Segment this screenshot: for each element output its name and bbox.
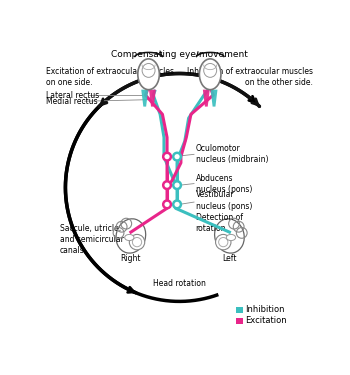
Ellipse shape [204, 63, 217, 77]
Text: Inhibition of extraocular muscles
on the other side.: Inhibition of extraocular muscles on the… [187, 66, 313, 87]
Text: Detection of
rotation: Detection of rotation [196, 213, 243, 233]
Text: Right: Right [121, 255, 141, 264]
Text: Excitation of extraocular muscles
on one side.: Excitation of extraocular muscles on one… [46, 66, 174, 87]
Circle shape [219, 237, 228, 247]
Ellipse shape [138, 59, 159, 90]
Polygon shape [141, 90, 148, 106]
Text: Vestibular
nucleus (pons): Vestibular nucleus (pons) [196, 190, 252, 211]
Circle shape [216, 234, 231, 250]
Text: Inhibition: Inhibition [246, 305, 285, 314]
Polygon shape [211, 90, 217, 106]
Circle shape [173, 153, 181, 160]
Text: Medial rectus: Medial rectus [46, 97, 98, 106]
Circle shape [163, 153, 171, 160]
Circle shape [132, 237, 142, 247]
Text: Saccule, utricle,
and semicircular
canals: Saccule, utricle, and semicircular canal… [60, 224, 124, 255]
Ellipse shape [142, 63, 155, 77]
Ellipse shape [226, 234, 236, 241]
Ellipse shape [215, 219, 244, 253]
Text: Left: Left [222, 255, 237, 264]
Polygon shape [149, 90, 156, 106]
Text: Lateral rectus: Lateral rectus [46, 90, 99, 99]
Text: Excitation: Excitation [246, 316, 287, 325]
Circle shape [173, 181, 181, 189]
Circle shape [163, 181, 171, 189]
Circle shape [130, 234, 145, 250]
Text: Head rotation: Head rotation [153, 279, 206, 288]
Text: Oculomotor
nucleus (midbrain): Oculomotor nucleus (midbrain) [196, 144, 268, 164]
Text: Compensating eye movement: Compensating eye movement [111, 50, 248, 58]
Bar [236, 318, 243, 324]
Circle shape [163, 201, 171, 208]
Ellipse shape [116, 219, 146, 253]
Bar [236, 307, 243, 313]
Polygon shape [203, 90, 210, 106]
Ellipse shape [199, 59, 221, 90]
Ellipse shape [125, 234, 134, 241]
Text: Abducens
nucleus (pons): Abducens nucleus (pons) [196, 174, 252, 194]
Circle shape [173, 201, 181, 208]
